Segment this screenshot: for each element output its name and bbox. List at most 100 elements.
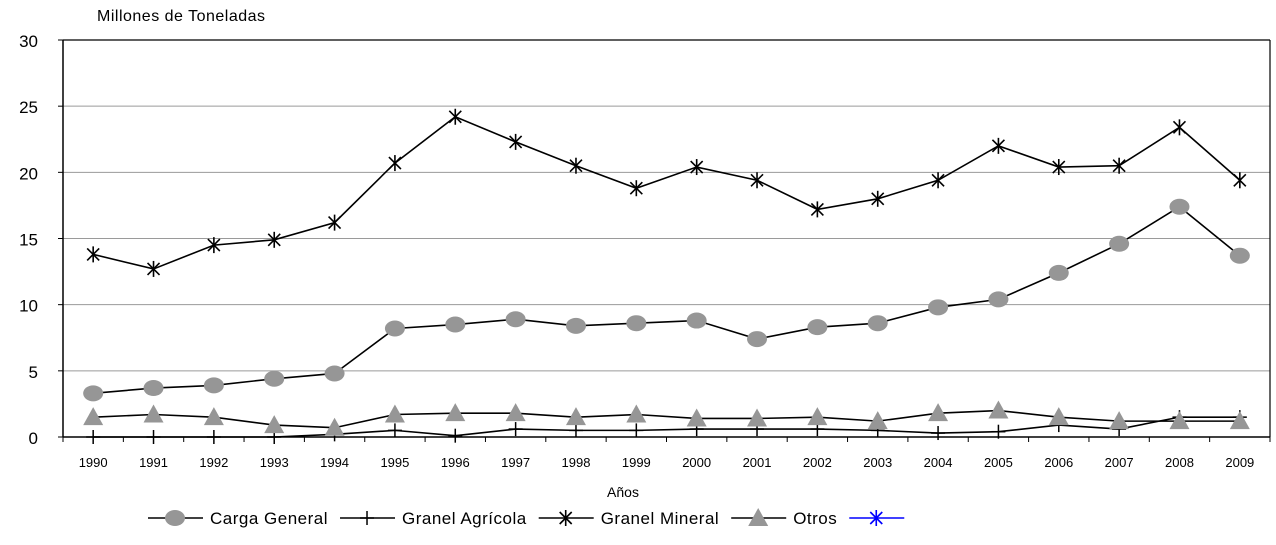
data-point [508,422,523,437]
x-tick-label: 2004 [924,455,953,470]
asterisk-stroke [931,173,945,187]
x-tick-label: 1997 [501,455,530,470]
x-tick-label: 1996 [441,455,470,470]
series-granel-agrícola [86,410,1247,444]
data-point [207,237,221,254]
x-axis-label: Años [607,484,639,500]
asterisk-stroke [328,216,342,230]
asterisk-stroke [1112,159,1126,173]
data-point [387,423,402,438]
data-point [1172,119,1187,136]
y-tick-label: 30 [19,32,38,51]
y-tick-label: 15 [19,231,38,250]
asterisk-stroke [1172,120,1187,134]
data-point [686,408,707,427]
asterisk-stroke [869,511,883,525]
legend-marker [559,510,573,526]
data-point [86,246,100,263]
y-axis-label: Millones de Toneladas [97,8,266,25]
data-point [867,315,888,332]
x-tick-label: 2001 [743,455,772,470]
asterisk-stroke [1233,173,1247,187]
x-tick-label: 1995 [380,455,409,470]
legend-item: Granel Agrícola [340,509,527,528]
data-point [991,137,1005,154]
data-point [143,404,164,423]
data-point [1169,411,1190,430]
asterisk-stroke [750,173,764,187]
series-line [93,409,1240,429]
x-tick-label: 1993 [260,455,289,470]
data-point [569,157,583,174]
data-point [690,159,704,176]
y-tick-label: 0 [29,429,38,448]
data-point [1169,198,1190,215]
data-point [565,317,586,334]
legend-label: Granel Agrícola [402,509,527,528]
legend-item: Granel Mineral [538,509,720,528]
data-point [991,424,1006,439]
data-point [626,404,647,423]
legend-label: Granel Mineral [601,509,720,528]
series-line [93,205,1241,395]
x-tick-label: 2000 [682,455,711,470]
data-point [83,385,104,402]
data-point [1229,411,1250,430]
data-point [203,377,224,394]
data-point [871,190,885,207]
legend-marker [360,511,375,525]
series-line [92,115,1241,270]
data-point [267,231,281,248]
data-point [867,411,888,430]
data-point [1048,264,1069,281]
axes: 0 5 10 15 20 25 30 1990 1991 1992 1993 1994 1995 1996… [19,32,1271,470]
y-tick-label: 10 [19,297,38,316]
x-tick-label: 1990 [79,455,108,470]
x-tick-label: 2008 [1165,455,1194,470]
data-point [1048,407,1069,426]
data-point [747,408,768,427]
asterisk-stroke [559,511,573,525]
series-otros [83,400,1250,436]
data-point [810,201,824,218]
data-point [1229,247,1250,264]
data-point [505,403,526,422]
data-point [448,428,463,443]
data-point [146,260,161,277]
asterisk-stroke [871,192,885,206]
data-point [206,430,221,444]
legend-marker [748,508,769,526]
legend: Carga General Granel Agrícola Granel Miner… [148,508,905,528]
data-point [928,299,949,316]
x-tick-label: 1994 [320,455,349,470]
data-point [384,320,405,337]
asterisk-stroke [146,262,161,276]
x-tick-label: 2009 [1225,455,1254,470]
data-point [203,407,224,426]
x-tick-label: 1998 [562,455,591,470]
data-point [388,155,402,172]
series-group [83,108,1250,444]
y-tick-label: 25 [19,98,38,117]
data-point [1109,235,1130,252]
data-point [1233,172,1247,189]
data-point [384,404,405,423]
asterisk-stroke [1052,160,1066,174]
data-point [324,417,345,436]
data-point [146,430,161,444]
x-tick-label: 2003 [863,455,892,470]
asterisk-stroke [991,139,1005,153]
data-point [988,400,1009,419]
data-point [264,415,285,434]
data-point [629,423,644,438]
legend-item: Carga General [148,509,328,528]
data-point [686,312,707,329]
data-point [328,214,342,231]
asterisk-stroke [569,159,583,173]
x-tick-label: 1991 [139,455,168,470]
data-point [807,319,828,336]
asterisk-stroke [207,238,221,252]
legend-item: Otros [731,508,837,528]
data-point [264,370,285,387]
